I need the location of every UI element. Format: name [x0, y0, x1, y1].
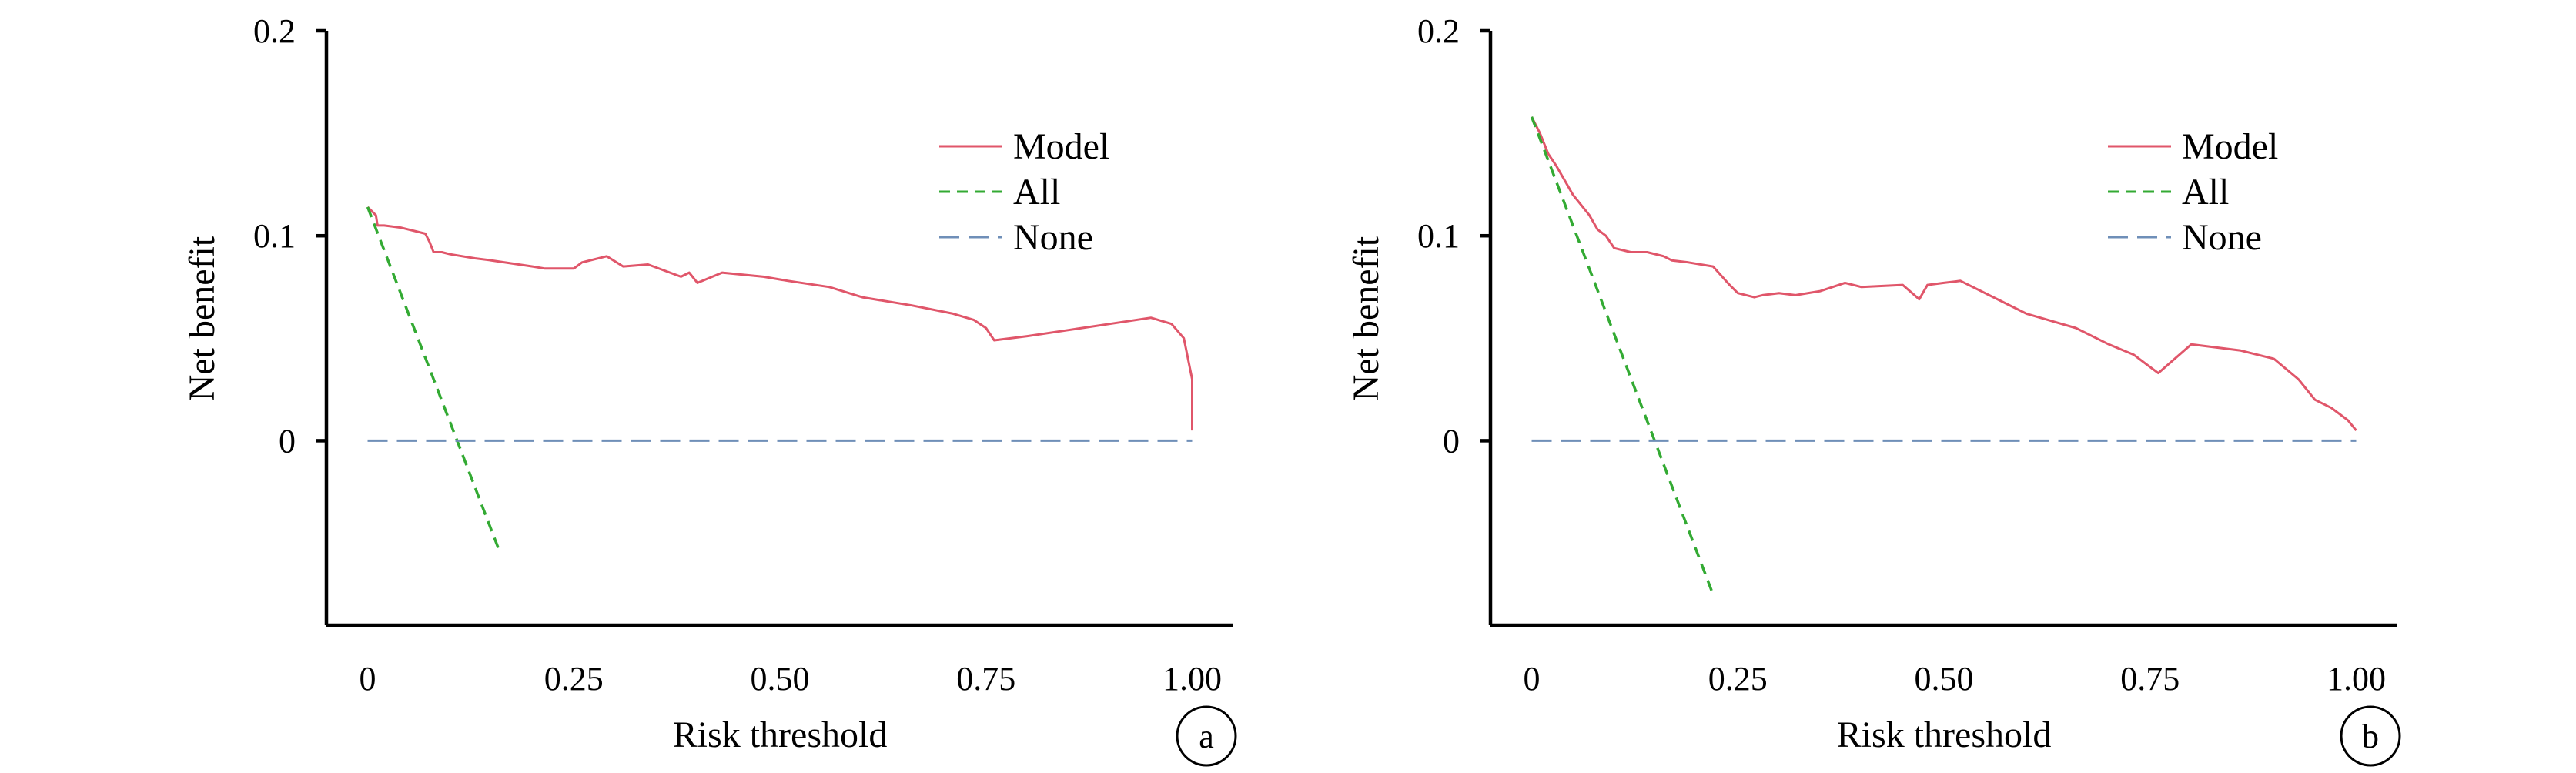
- x-axis-title: Risk threshold: [1837, 714, 2052, 755]
- x-tick-label: 0.75: [956, 660, 1015, 698]
- series-line-all: [1530, 116, 1715, 595]
- panel-letter: a: [1199, 718, 1214, 755]
- x-axis-title: Risk threshold: [673, 714, 888, 755]
- y-axis-title: Net benefit: [182, 236, 222, 401]
- x-tick-label: 1.00: [2327, 660, 2386, 698]
- panel-b: 00.10.20 0.25 0.50 0.75 1.00 Risk threshold …: [1346, 12, 2401, 767]
- series-line-model: [1531, 116, 2357, 432]
- y-axis-title: Net benefit: [1346, 236, 1387, 401]
- y-tick-label: 0.2: [1417, 12, 1460, 50]
- y-tick-label: 0.2: [253, 12, 296, 50]
- panel-badge: [1176, 705, 1237, 767]
- y-tick-label: 0: [1443, 422, 1460, 460]
- tick-group: 0 0.1 0.2 0 0.25 0.50 0.75 1.00: [1417, 12, 2386, 698]
- x-tick-label: 1.00: [1163, 660, 1222, 698]
- x-tick-label: 0: [360, 660, 376, 698]
- tick-group: 0 0.1 0.2 0 0.25 0.50 0.75 1.00: [253, 12, 1222, 698]
- panel-letter: b: [2362, 718, 2379, 755]
- x-tick-label: 0.25: [1708, 660, 1768, 698]
- panel-badge: [2340, 705, 2401, 767]
- series-line-model: [366, 206, 1193, 431]
- series-line-all: [366, 206, 501, 552]
- legend-label-none: None: [1013, 217, 1093, 258]
- panel-a: 00.10.20 0.25 0.50 0.75 1.00 Risk threshold …: [182, 12, 1237, 767]
- x-tick-label: 0.50: [751, 660, 810, 698]
- legend: Model All None: [2108, 126, 2278, 258]
- series-group: [1530, 116, 2357, 595]
- y-tick-label: 0: [279, 422, 296, 460]
- legend-label-model: Model: [2182, 126, 2278, 167]
- y-tick-label: 0.1: [1417, 217, 1460, 255]
- series-group: [366, 206, 1193, 552]
- x-tick-label: 0.50: [1915, 660, 1974, 698]
- legend-label-model: Model: [1013, 126, 1109, 167]
- x-tick-label: 0.25: [544, 660, 604, 698]
- x-tick-label: 0.75: [2120, 660, 2180, 698]
- x-tick-label: 0: [1524, 660, 1541, 698]
- legend-label-all: All: [1013, 172, 1060, 212]
- legend: Model All None: [939, 126, 1109, 258]
- y-tick-label: 0.1: [253, 217, 296, 255]
- legend-label-none: None: [2182, 217, 2262, 258]
- legend-label-all: All: [2182, 172, 2229, 212]
